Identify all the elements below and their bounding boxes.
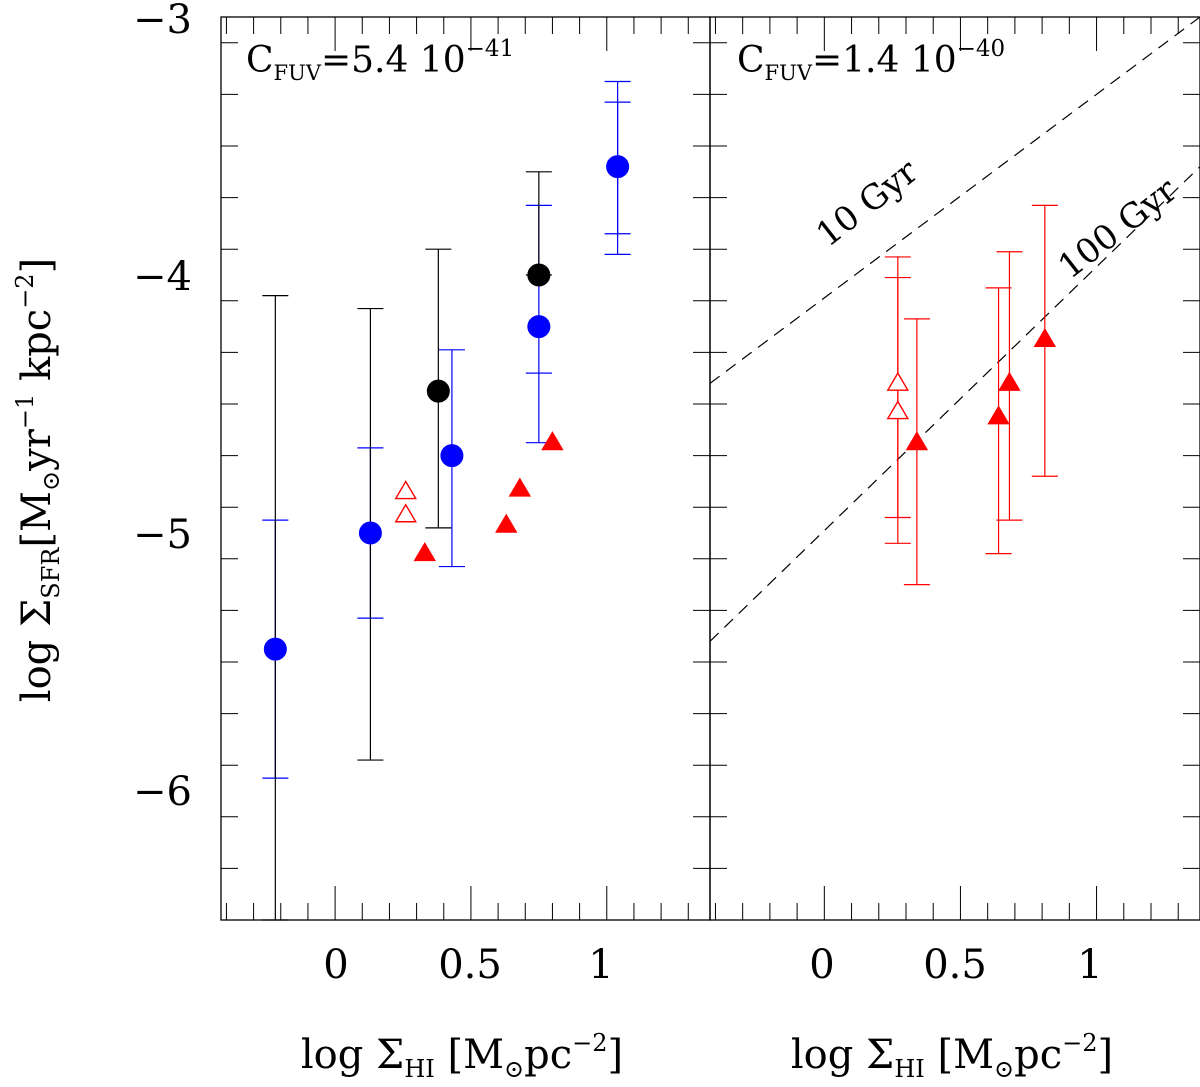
- y-label-close: ]: [14, 258, 60, 274]
- data-point: [905, 431, 929, 451]
- depletion-lines: [709, 16, 1200, 642]
- data-point: [527, 315, 551, 339]
- x-axis-label-left: log ΣHI [M⊙pc−2]: [301, 1029, 623, 1083]
- data-marks: [262, 80, 1058, 921]
- x-label-exp: −2: [572, 1029, 607, 1057]
- y-axis-label: log ΣSFR[M⊙yr−1 kpc−2]: [11, 258, 65, 702]
- y-label-sun: ⊙: [37, 471, 65, 491]
- y-label-tail: kpc: [14, 309, 60, 394]
- data-point: [495, 513, 518, 533]
- annotation-value: =5.4 10: [321, 40, 466, 81]
- data-point: [263, 637, 287, 661]
- x-label-post: [M: [435, 1032, 504, 1078]
- y-tick-labels: −3 −4 −5 −6: [133, 0, 192, 815]
- annotation-value: =1.4 10: [812, 40, 957, 81]
- x-tick-label: 1: [588, 942, 613, 988]
- data-point: [1033, 327, 1057, 347]
- x-label-exp: −2: [1062, 1029, 1097, 1057]
- x-label-sub: HI: [894, 1055, 924, 1083]
- annotation-sub: FUV: [765, 61, 813, 85]
- data-point: [413, 542, 436, 562]
- y-tick-label: −4: [133, 254, 192, 300]
- annotation-c: C: [737, 40, 765, 81]
- x-tick-label: 0: [809, 942, 834, 988]
- x-label-mid: pc: [1014, 1032, 1062, 1078]
- y-label-pre: log Σ: [14, 599, 60, 702]
- annotation-sub: FUV: [274, 61, 322, 85]
- x-label-sun: ⊙: [504, 1055, 524, 1083]
- x-tick-label: 0.5: [438, 942, 502, 988]
- data-point: [394, 503, 417, 523]
- right-panel-annotation: CFUV=1.4 10−40: [737, 36, 1005, 85]
- x-axis-label-right: log ΣHI [M⊙pc−2]: [791, 1029, 1113, 1083]
- data-point: [426, 379, 450, 403]
- left-panel-frame: [220, 16, 711, 921]
- data-point: [508, 477, 532, 497]
- data-point: [606, 155, 630, 179]
- annotation-c: C: [246, 40, 274, 81]
- y-label-exp2: −2: [11, 273, 39, 308]
- data-point: [886, 371, 910, 391]
- data-point: [527, 263, 551, 287]
- x-label-pre: log Σ: [301, 1032, 404, 1078]
- data-point: [440, 444, 464, 468]
- data-point: [358, 521, 382, 545]
- y-tick-label: −3: [133, 0, 192, 43]
- data-point: [998, 371, 1021, 391]
- x-label-pre: log Σ: [791, 1032, 894, 1078]
- x-tick-labels: 0 0.5 1 0 0.5 1: [323, 942, 1102, 988]
- data-point: [394, 480, 417, 500]
- annotation-exp: −41: [466, 36, 515, 62]
- right-panel-frame: [709, 16, 1200, 921]
- x-label-post: [M: [925, 1032, 994, 1078]
- y-tick-label: −6: [133, 769, 192, 815]
- y-label-sub: SFR: [37, 547, 65, 599]
- depletion-line: [709, 16, 1200, 384]
- line-label-100gyr: 100 Gyr: [1051, 170, 1185, 287]
- y-tick-label: −5: [133, 512, 192, 558]
- x-label-mid: pc: [524, 1032, 572, 1078]
- x-label-close: ]: [608, 1032, 624, 1078]
- left-panel-annotation: CFUV=5.4 10−41: [246, 36, 514, 85]
- x-tick-label: 1: [1077, 942, 1102, 988]
- data-point: [987, 405, 1010, 425]
- axis-ticks: [221, 17, 1200, 921]
- line-label-10gyr: 10 Gyr: [809, 151, 926, 255]
- data-point: [541, 431, 564, 451]
- x-tick-label: 0.5: [923, 942, 987, 988]
- x-label-close: ]: [1098, 1032, 1114, 1078]
- data-point: [886, 400, 910, 420]
- y-label-post: [M: [14, 491, 60, 548]
- annotation-exp: −40: [957, 36, 1006, 62]
- y-label-mid: yr: [14, 428, 60, 472]
- depletion-line: [709, 166, 1200, 642]
- y-label-exp1: −1: [11, 394, 39, 429]
- x-tick-label: 0: [323, 942, 348, 988]
- x-label-sun: ⊙: [994, 1055, 1014, 1083]
- x-label-sub: HI: [404, 1055, 434, 1083]
